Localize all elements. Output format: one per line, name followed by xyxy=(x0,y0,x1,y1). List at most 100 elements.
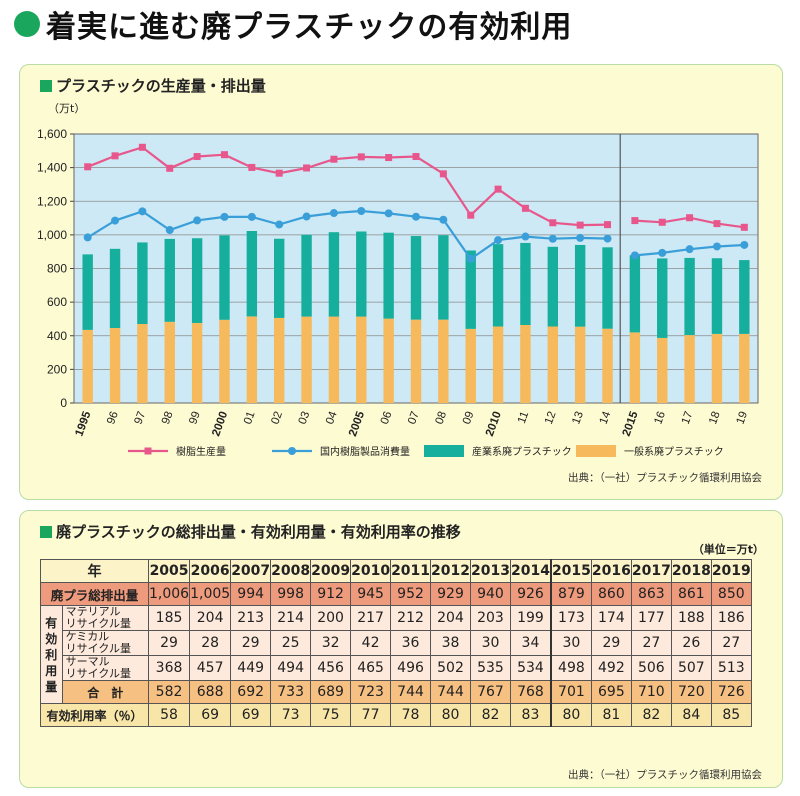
group-label: 有効利用量 xyxy=(40,605,63,704)
legend-bar-swatch xyxy=(424,445,464,457)
rate-cell: 83 xyxy=(509,703,552,727)
bar-industrial-waste xyxy=(739,260,750,334)
y-tick-label: 1,600 xyxy=(37,127,67,141)
bar-industrial-waste xyxy=(356,231,367,317)
thermal-cell: 502 xyxy=(430,655,471,681)
chemical-cell: 29 xyxy=(230,630,272,656)
y-tick-label: 0 xyxy=(60,396,67,410)
legend-label: 国内樹脂製品消費量 xyxy=(320,445,410,458)
x-tick-label: 14 xyxy=(598,409,614,426)
bar-general-waste xyxy=(739,333,750,403)
bar-general-waste xyxy=(684,335,695,403)
sum-cell: 582 xyxy=(147,680,191,704)
bar-industrial-waste xyxy=(520,242,531,325)
x-tick-label: 06 xyxy=(379,410,395,426)
bar-industrial-waste xyxy=(657,258,668,338)
y-tick-label: 1,000 xyxy=(37,228,67,242)
bar-general-waste xyxy=(246,316,258,403)
point-domestic-consumption xyxy=(630,251,639,260)
thermal-cell: 513 xyxy=(710,655,752,681)
x-tick-label: 09 xyxy=(461,410,477,426)
chemical-cell: 36 xyxy=(390,630,432,656)
legend-label: 樹脂生産量 xyxy=(176,445,226,458)
sum-cell: 744 xyxy=(390,680,432,704)
group-label-char: 有 xyxy=(45,615,58,630)
point-domestic-consumption xyxy=(138,207,147,216)
bar-industrial-waste xyxy=(274,238,285,318)
point-domestic-consumption xyxy=(193,216,202,225)
x-tick-label: 04 xyxy=(324,409,340,426)
rate-row: 有効利用率（％） 58 69 69 73 75 77 78 80 82 83 80 81 82 84 85 xyxy=(40,703,752,727)
year-header: 年 xyxy=(40,559,149,583)
thermal-cell: 492 xyxy=(590,655,632,681)
chart-source: 出典：（一社）プラスチック循環利用協会 xyxy=(567,472,762,484)
thermal-cell: 494 xyxy=(270,655,312,681)
thermal-cell: 507 xyxy=(670,655,712,681)
point-domestic-consumption xyxy=(275,220,284,229)
point-domestic-consumption xyxy=(521,232,530,241)
thermal-cell: 534 xyxy=(509,655,552,681)
y-tick-label: 200 xyxy=(47,362,67,376)
rate-cell: 58 xyxy=(147,703,191,727)
total-cell: 879 xyxy=(549,582,592,606)
sum-cell: 768 xyxy=(509,680,552,704)
x-tick-label: 07 xyxy=(406,410,422,426)
chemical-cell: 29 xyxy=(147,630,191,656)
y-tick-label: 1,400 xyxy=(37,161,67,175)
legend-label: 産業系廃プラスチック xyxy=(472,445,572,458)
year-cell: 2010 xyxy=(350,559,392,583)
x-tick-label: 98 xyxy=(160,410,176,426)
thermal-cell: 456 xyxy=(310,655,352,681)
chemical-row: ケミカル リサイクル量 29 28 29 25 32 42 36 38 30 34 30 29 27 26 2… xyxy=(41,630,752,656)
point-domestic-consumption xyxy=(165,225,174,234)
material-cell: 185 xyxy=(147,605,191,631)
sum-cell: 720 xyxy=(670,680,712,704)
point-resin-production xyxy=(549,219,557,227)
material-label-line2: リサイクル量 xyxy=(65,617,132,630)
total-cell: 940 xyxy=(470,582,511,606)
rate-cell: 84 xyxy=(670,703,712,727)
bar-industrial-waste xyxy=(301,234,312,317)
sum-cell: 733 xyxy=(270,680,312,704)
production-emission-chart: 02004006008001,0001,2001,4001,600（万t）199… xyxy=(37,102,759,458)
year-cell: 2012 xyxy=(430,559,471,583)
chemical-label: ケミカル リサイクル量 xyxy=(61,630,150,656)
x-tick-label: 18 xyxy=(707,410,723,426)
total-cell: 863 xyxy=(630,582,672,606)
bar-general-waste xyxy=(109,328,121,403)
x-tick-label: 02 xyxy=(269,410,285,426)
title-bullet-icon xyxy=(14,11,40,37)
line-resin-production xyxy=(87,146,608,227)
x-tick-label: 96 xyxy=(105,410,121,426)
bar-industrial-waste xyxy=(711,258,723,334)
material-cell: 186 xyxy=(710,605,752,631)
square-bullet-icon xyxy=(40,525,52,538)
point-domestic-consumption xyxy=(658,248,667,257)
sum-cell: 701 xyxy=(549,680,592,704)
year-cell: 2011 xyxy=(390,559,432,583)
square-bullet-icon xyxy=(40,79,52,92)
chemical-cell: 42 xyxy=(350,630,392,656)
bar-industrial-waste xyxy=(410,236,422,320)
point-domestic-consumption xyxy=(576,233,585,242)
rate-cell: 85 xyxy=(710,703,752,727)
point-resin-production xyxy=(193,153,201,161)
point-domestic-consumption xyxy=(712,242,721,251)
chemical-cell: 29 xyxy=(590,630,632,656)
chemical-cell: 38 xyxy=(430,630,471,656)
thermal-cell: 368 xyxy=(147,655,191,681)
table-title-text: 廃プラスチックの総排出量・有効利用量・有効利用率の推移 xyxy=(56,523,461,541)
point-domestic-consumption xyxy=(111,216,120,225)
total-cell: 1,005 xyxy=(189,582,232,606)
chemical-cell: 30 xyxy=(470,630,511,656)
total-cell: 1,006 xyxy=(147,582,191,606)
material-cell: 188 xyxy=(670,605,712,631)
bar-general-waste xyxy=(547,326,558,403)
rate-cell: 80 xyxy=(430,703,471,727)
point-domestic-consumption xyxy=(384,209,393,218)
point-resin-production xyxy=(138,143,146,151)
point-domestic-consumption xyxy=(412,212,420,221)
x-tick-label: 2005 xyxy=(347,409,367,438)
bar-industrial-waste xyxy=(191,238,203,323)
thermal-cell: 535 xyxy=(470,655,511,681)
